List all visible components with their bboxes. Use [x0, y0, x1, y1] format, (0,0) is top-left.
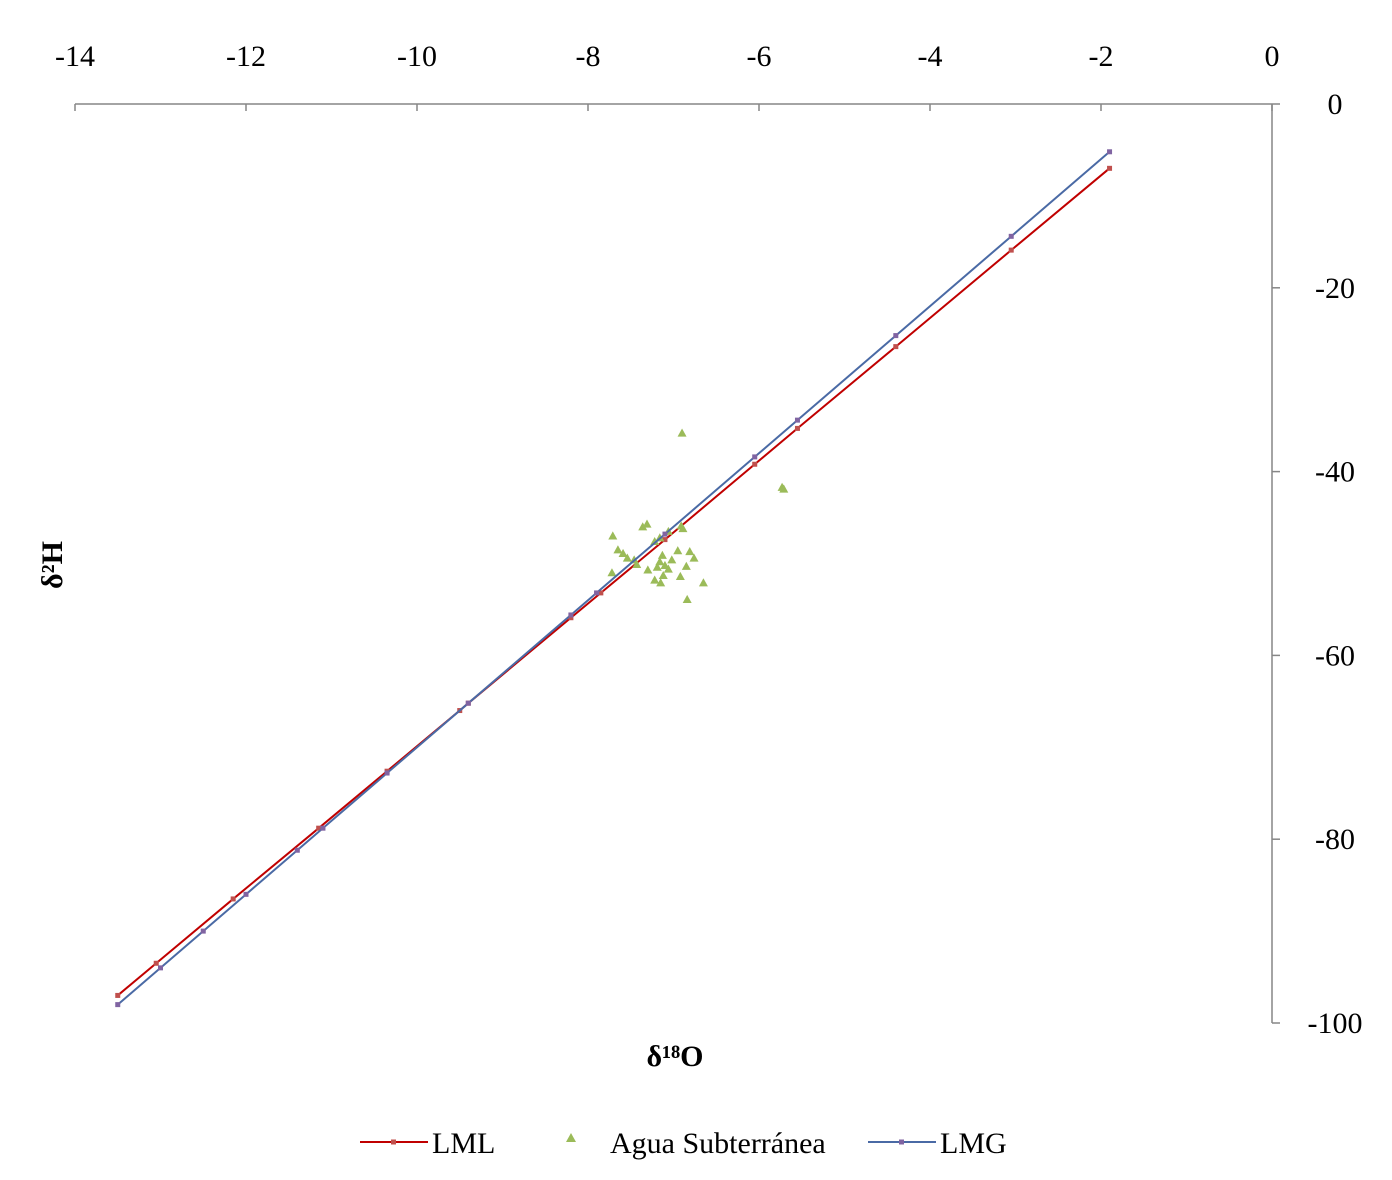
line-marker — [893, 333, 899, 339]
line-marker — [1107, 165, 1113, 171]
legend-marker — [391, 1139, 396, 1145]
line-marker — [893, 344, 899, 350]
line-marker — [384, 770, 390, 776]
scatter-point — [618, 548, 628, 557]
scatter-point — [689, 553, 699, 562]
scatter-point — [657, 550, 667, 559]
line-marker — [115, 992, 121, 998]
line-marker — [794, 425, 800, 431]
line-marker — [158, 965, 163, 971]
x-axis-title: δ¹⁸O — [647, 1040, 704, 1073]
scatter-point — [642, 519, 652, 528]
scatter-point — [677, 428, 687, 437]
legend-marker — [899, 1139, 904, 1145]
x-tick-label: -10 — [397, 40, 437, 73]
scatter-point — [682, 594, 692, 603]
legend-label: LML — [432, 1127, 495, 1160]
legend-marker — [566, 1133, 576, 1142]
line-marker — [1008, 247, 1014, 253]
scatter-point — [632, 559, 642, 569]
legend-label: LMG — [940, 1127, 1007, 1160]
line-marker — [662, 537, 668, 543]
x-tick-label: -8 — [576, 40, 601, 73]
y-tick-label: -40 — [1315, 456, 1355, 489]
scatter-point — [652, 562, 662, 571]
line-marker — [598, 590, 604, 596]
x-tick-label: -14 — [55, 40, 95, 73]
scatter-point — [673, 546, 683, 555]
y-axis-title: δ²H — [36, 541, 69, 589]
scatter-point — [685, 547, 695, 556]
line-marker — [594, 590, 600, 596]
line — [117, 151, 1111, 1006]
scatter-point — [622, 553, 632, 562]
scatter-point — [656, 578, 666, 587]
scatter-point — [643, 565, 653, 574]
scatter-point — [779, 484, 789, 493]
y-tick-label: -80 — [1315, 823, 1355, 856]
scatter-point — [675, 571, 685, 580]
line-marker — [294, 847, 300, 853]
legend-label: Agua Subterránea — [610, 1127, 826, 1160]
scatter-point — [638, 522, 648, 531]
line-marker — [568, 615, 574, 621]
x-tick-label: -2 — [1089, 40, 1114, 73]
line-marker — [115, 1002, 121, 1008]
scatter-point — [650, 536, 660, 546]
y-tick-label: -20 — [1315, 272, 1355, 305]
y-tick-label: -100 — [1308, 1007, 1363, 1040]
scatter-point — [655, 557, 665, 566]
line-marker — [153, 960, 159, 966]
line-marker — [200, 928, 206, 934]
y-tick-label: -60 — [1315, 639, 1355, 672]
line-marker — [243, 891, 249, 897]
scatter-point — [608, 531, 618, 540]
line-marker — [230, 896, 236, 902]
line-marker — [320, 825, 326, 831]
scatter-point — [650, 575, 660, 584]
scatter-point — [613, 545, 623, 554]
x-tick-label: -4 — [918, 40, 943, 73]
scatter-point — [663, 564, 673, 573]
line — [117, 167, 1111, 997]
line-marker — [752, 454, 758, 460]
scatter-point — [607, 568, 617, 577]
line-marker — [568, 612, 574, 618]
scatter-point — [667, 555, 677, 564]
x-tick-label: -12 — [226, 40, 266, 73]
scatter-point — [698, 578, 708, 587]
y-tick-label: 0 — [1328, 88, 1343, 121]
line-marker — [465, 700, 471, 706]
line-marker — [794, 417, 800, 423]
scatter-point — [681, 561, 691, 570]
scatter-point — [678, 524, 688, 533]
x-tick-label: 0 — [1265, 40, 1280, 73]
line-marker — [662, 531, 668, 537]
scatter-point — [658, 570, 668, 580]
line-marker — [752, 461, 758, 467]
line-marker — [1107, 149, 1113, 155]
line-marker — [1008, 233, 1014, 239]
x-tick-label: -6 — [747, 40, 772, 73]
line-marker — [316, 825, 322, 831]
